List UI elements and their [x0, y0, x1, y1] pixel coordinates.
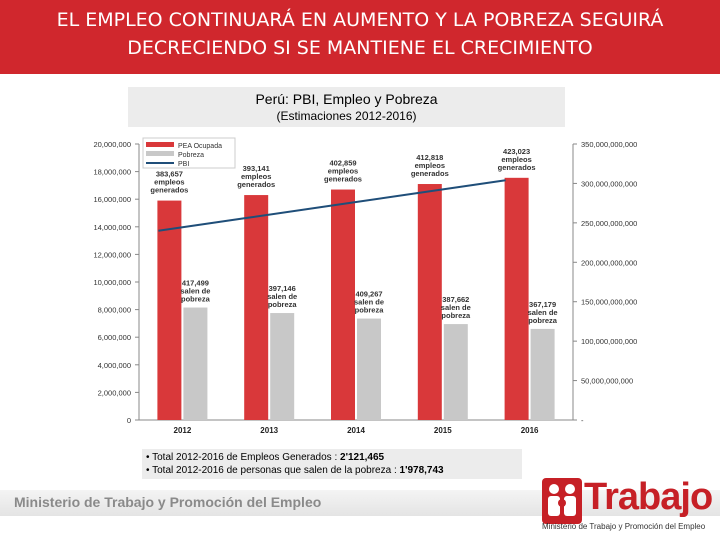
- left-tick-label: 18,000,000: [93, 168, 131, 177]
- footer-bar: [0, 490, 720, 516]
- poverty-data-label: pobreza: [528, 316, 558, 325]
- poverty-data-label: 387,662: [442, 295, 469, 304]
- employment-data-label: empleos: [501, 155, 531, 164]
- employment-bar: [331, 189, 355, 420]
- employment-data-label: generados: [411, 169, 449, 178]
- left-tick-label: 12,000,000: [93, 250, 131, 259]
- poverty-data-label: pobreza: [355, 306, 385, 315]
- total-poverty-value: 1'978,743: [399, 465, 444, 476]
- legend-label: PBI: [178, 161, 189, 168]
- employment-data-label: 402,859: [329, 159, 356, 168]
- page-title: EL EMPLEO CONTINUARÁ EN AUMENTO Y LA POB…: [10, 6, 710, 62]
- gdp-line: [158, 179, 506, 232]
- employment-data-label: generados: [498, 163, 536, 172]
- poverty-data-label: 409,267: [355, 290, 382, 299]
- total-employment-value: 2'121,465: [340, 452, 385, 463]
- legend-label: Pobreza: [178, 152, 204, 159]
- left-tick-label: 16,000,000: [93, 195, 131, 204]
- poverty-bar: [530, 328, 555, 420]
- right-tick-label: 200,000,000,000: [581, 258, 637, 267]
- poverty-bar: [357, 318, 381, 420]
- employment-bar: [244, 195, 269, 420]
- chart-title-box: Perú: PBI, Empleo y Pobreza (Estimacione…: [128, 87, 565, 127]
- left-tick-label: 8,000,000: [98, 306, 131, 315]
- total-employment-label: Total 2012-2016 de Empleos Generados :: [152, 452, 341, 463]
- poverty-bar: [183, 307, 208, 420]
- left-tick-label: 10,000,000: [93, 278, 131, 287]
- header-banner: EL EMPLEO CONTINUARÁ EN AUMENTO Y LA POB…: [0, 0, 720, 74]
- poverty-data-label: salen de: [528, 308, 558, 317]
- chart-subtitle: (Estimaciones 2012-2016): [276, 109, 417, 123]
- poverty-bar: [270, 313, 295, 420]
- left-tick-label: 6,000,000: [98, 333, 131, 342]
- poverty-data-label: salen de: [441, 303, 471, 312]
- employment-data-label: empleos: [241, 172, 271, 181]
- left-tick-label: 20,000,000: [93, 140, 131, 149]
- employment-bar: [417, 184, 442, 420]
- people-logo-icon: [542, 478, 582, 524]
- left-tick-label: 4,000,000: [98, 361, 131, 370]
- right-tick-label: -: [581, 416, 584, 425]
- left-tick-label: 14,000,000: [93, 223, 131, 232]
- right-tick-label: 300,000,000,000: [581, 179, 637, 188]
- x-tick-label: 2013: [260, 426, 278, 435]
- employment-bar: [504, 177, 529, 420]
- poverty-data-label: pobreza: [441, 311, 471, 320]
- poverty-data-label: salen de: [180, 287, 210, 296]
- ministry-name: Ministerio de Trabajo y Promoción del Em…: [14, 494, 322, 510]
- employment-data-label: generados: [150, 186, 188, 195]
- total-poverty-label: Total 2012-2016 de personas que salen de…: [152, 465, 400, 476]
- employment-data-label: empleos: [415, 161, 445, 170]
- x-tick-label: 2015: [434, 426, 452, 435]
- total-employment-note: • Total 2012-2016 de Empleos Generados :…: [146, 452, 385, 463]
- poverty-bar: [443, 324, 468, 420]
- page-title-line-1: EL EMPLEO CONTINUARÁ EN AUMENTO Y LA POB…: [56, 9, 664, 31]
- poverty-data-label: pobreza: [268, 300, 298, 309]
- x-tick-label: 2014: [347, 426, 365, 435]
- chart-title: Perú: PBI, Empleo y Pobreza: [255, 91, 438, 107]
- legend-label: PEA Ocupada: [178, 143, 222, 150]
- left-tick-label: 0: [127, 416, 131, 425]
- poverty-data-label: salen de: [354, 298, 384, 307]
- employment-data-label: empleos: [328, 167, 358, 176]
- logo-wordmark: Trabajo: [584, 476, 713, 518]
- legend-swatch: [146, 151, 174, 156]
- legend-swatch: [146, 142, 174, 147]
- page-title-line-2: DECRECIENDO SI SE MANTIENE EL CRECIMIENT…: [127, 37, 593, 59]
- logo-subtitle: Ministerio de Trabajo y Promoción del Em…: [542, 522, 706, 531]
- right-tick-label: 250,000,000,000: [581, 219, 637, 228]
- employment-data-label: 383,657: [156, 170, 183, 179]
- totals-notes: • Total 2012-2016 de Empleos Generados :…: [142, 449, 522, 479]
- poverty-data-label: 367,179: [529, 300, 556, 309]
- left-tick-label: 2,000,000: [98, 388, 131, 397]
- right-tick-label: 50,000,000,000: [581, 377, 633, 386]
- employment-data-label: empleos: [154, 178, 184, 187]
- x-tick-label: 2016: [521, 426, 539, 435]
- employment-data-label: 423,023: [503, 147, 530, 156]
- employment-data-label: generados: [237, 180, 275, 189]
- poverty-data-label: pobreza: [181, 295, 211, 304]
- x-tick-label: 2012: [174, 426, 192, 435]
- chart: 0 2,000,000 4,000,000 6,000,000 8,000,000 10,…: [93, 137, 637, 435]
- right-tick-label: 150,000,000,000: [581, 298, 637, 307]
- poverty-data-label: 417,499: [182, 279, 209, 288]
- trabajo-logo: Trabajo Ministerio de Trabajo y Promoció…: [540, 476, 716, 534]
- employment-data-label: generados: [324, 175, 362, 184]
- employment-data-label: 412,818: [416, 153, 443, 162]
- poverty-data-label: salen de: [267, 292, 297, 301]
- employment-bar: [157, 200, 182, 420]
- right-tick-label: 350,000,000,000: [581, 140, 637, 149]
- total-poverty-note: • Total 2012-2016 de personas que salen …: [146, 465, 444, 476]
- poverty-data-label: 397,146: [269, 284, 296, 293]
- right-tick-label: 100,000,000,000: [581, 337, 637, 346]
- employment-data-label: 393,141: [243, 164, 270, 173]
